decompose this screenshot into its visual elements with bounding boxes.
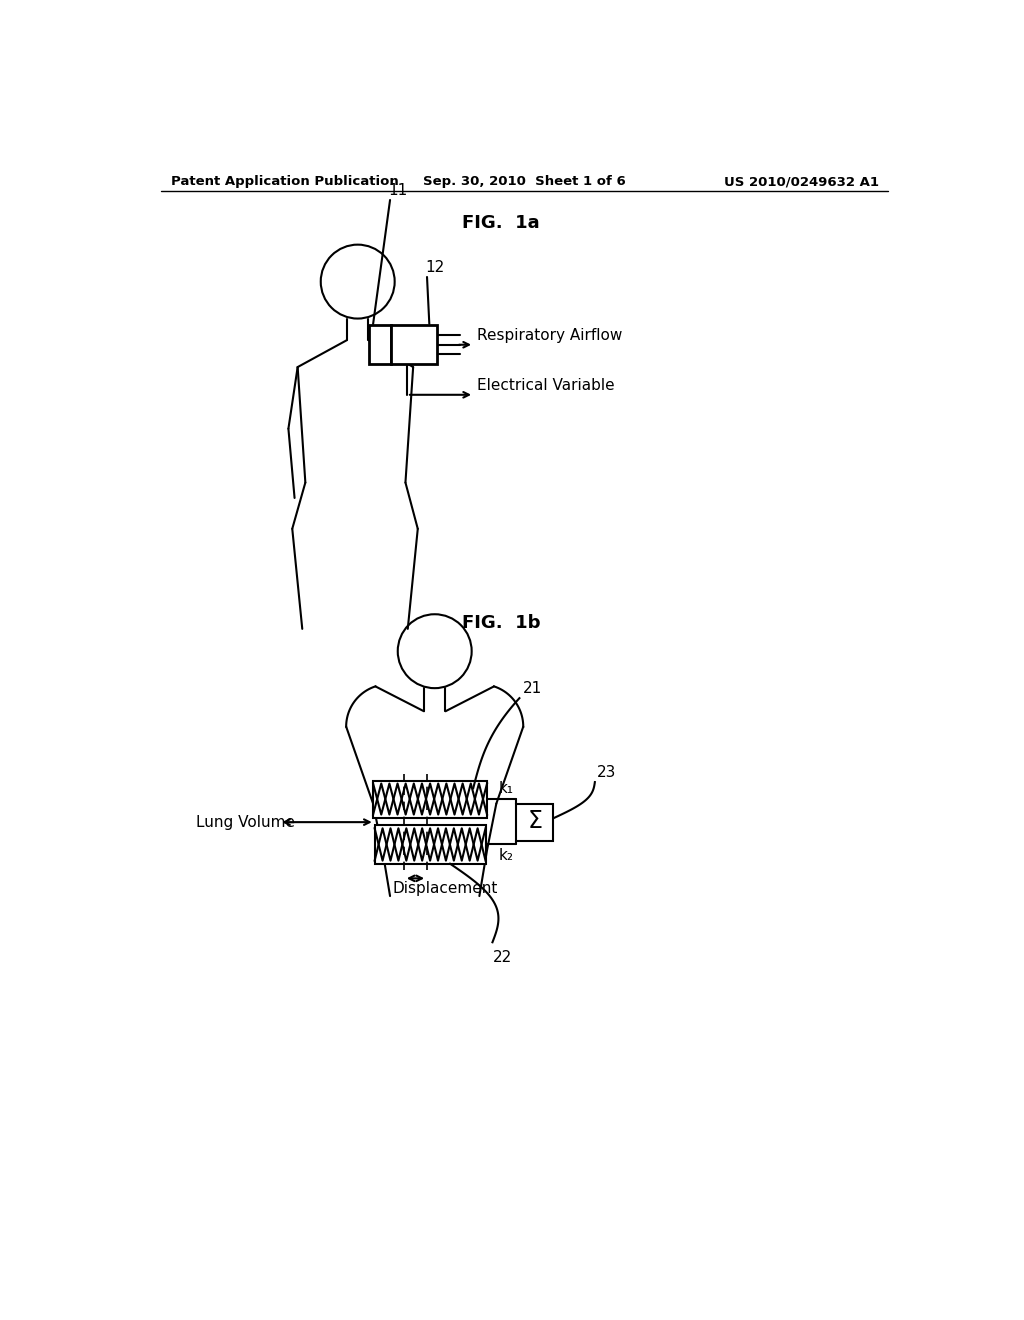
Text: Displacement: Displacement xyxy=(392,880,498,896)
Text: 12: 12 xyxy=(425,260,444,276)
Text: Lung Volume: Lung Volume xyxy=(196,814,295,830)
Text: FIG.  1a: FIG. 1a xyxy=(462,214,540,232)
Text: 21: 21 xyxy=(523,681,543,696)
Bar xyxy=(516,804,553,841)
Bar xyxy=(375,825,485,863)
Bar xyxy=(373,780,487,817)
Text: Respiratory Airflow: Respiratory Airflow xyxy=(477,329,623,343)
Text: k₂: k₂ xyxy=(499,847,514,862)
Bar xyxy=(391,326,437,364)
Text: Sep. 30, 2010  Sheet 1 of 6: Sep. 30, 2010 Sheet 1 of 6 xyxy=(424,176,626,189)
Text: 23: 23 xyxy=(596,764,615,780)
Text: k₁: k₁ xyxy=(499,781,514,796)
Text: FIG.  1b: FIG. 1b xyxy=(462,614,541,632)
Text: 22: 22 xyxy=(493,950,512,965)
Text: US 2010/0249632 A1: US 2010/0249632 A1 xyxy=(724,176,879,189)
Text: $\Sigma$: $\Sigma$ xyxy=(527,809,543,833)
Text: 11: 11 xyxy=(388,183,408,198)
Text: Patent Application Publication: Patent Application Publication xyxy=(171,176,398,189)
Bar xyxy=(370,326,391,364)
Text: Electrical Variable: Electrical Variable xyxy=(477,379,614,393)
